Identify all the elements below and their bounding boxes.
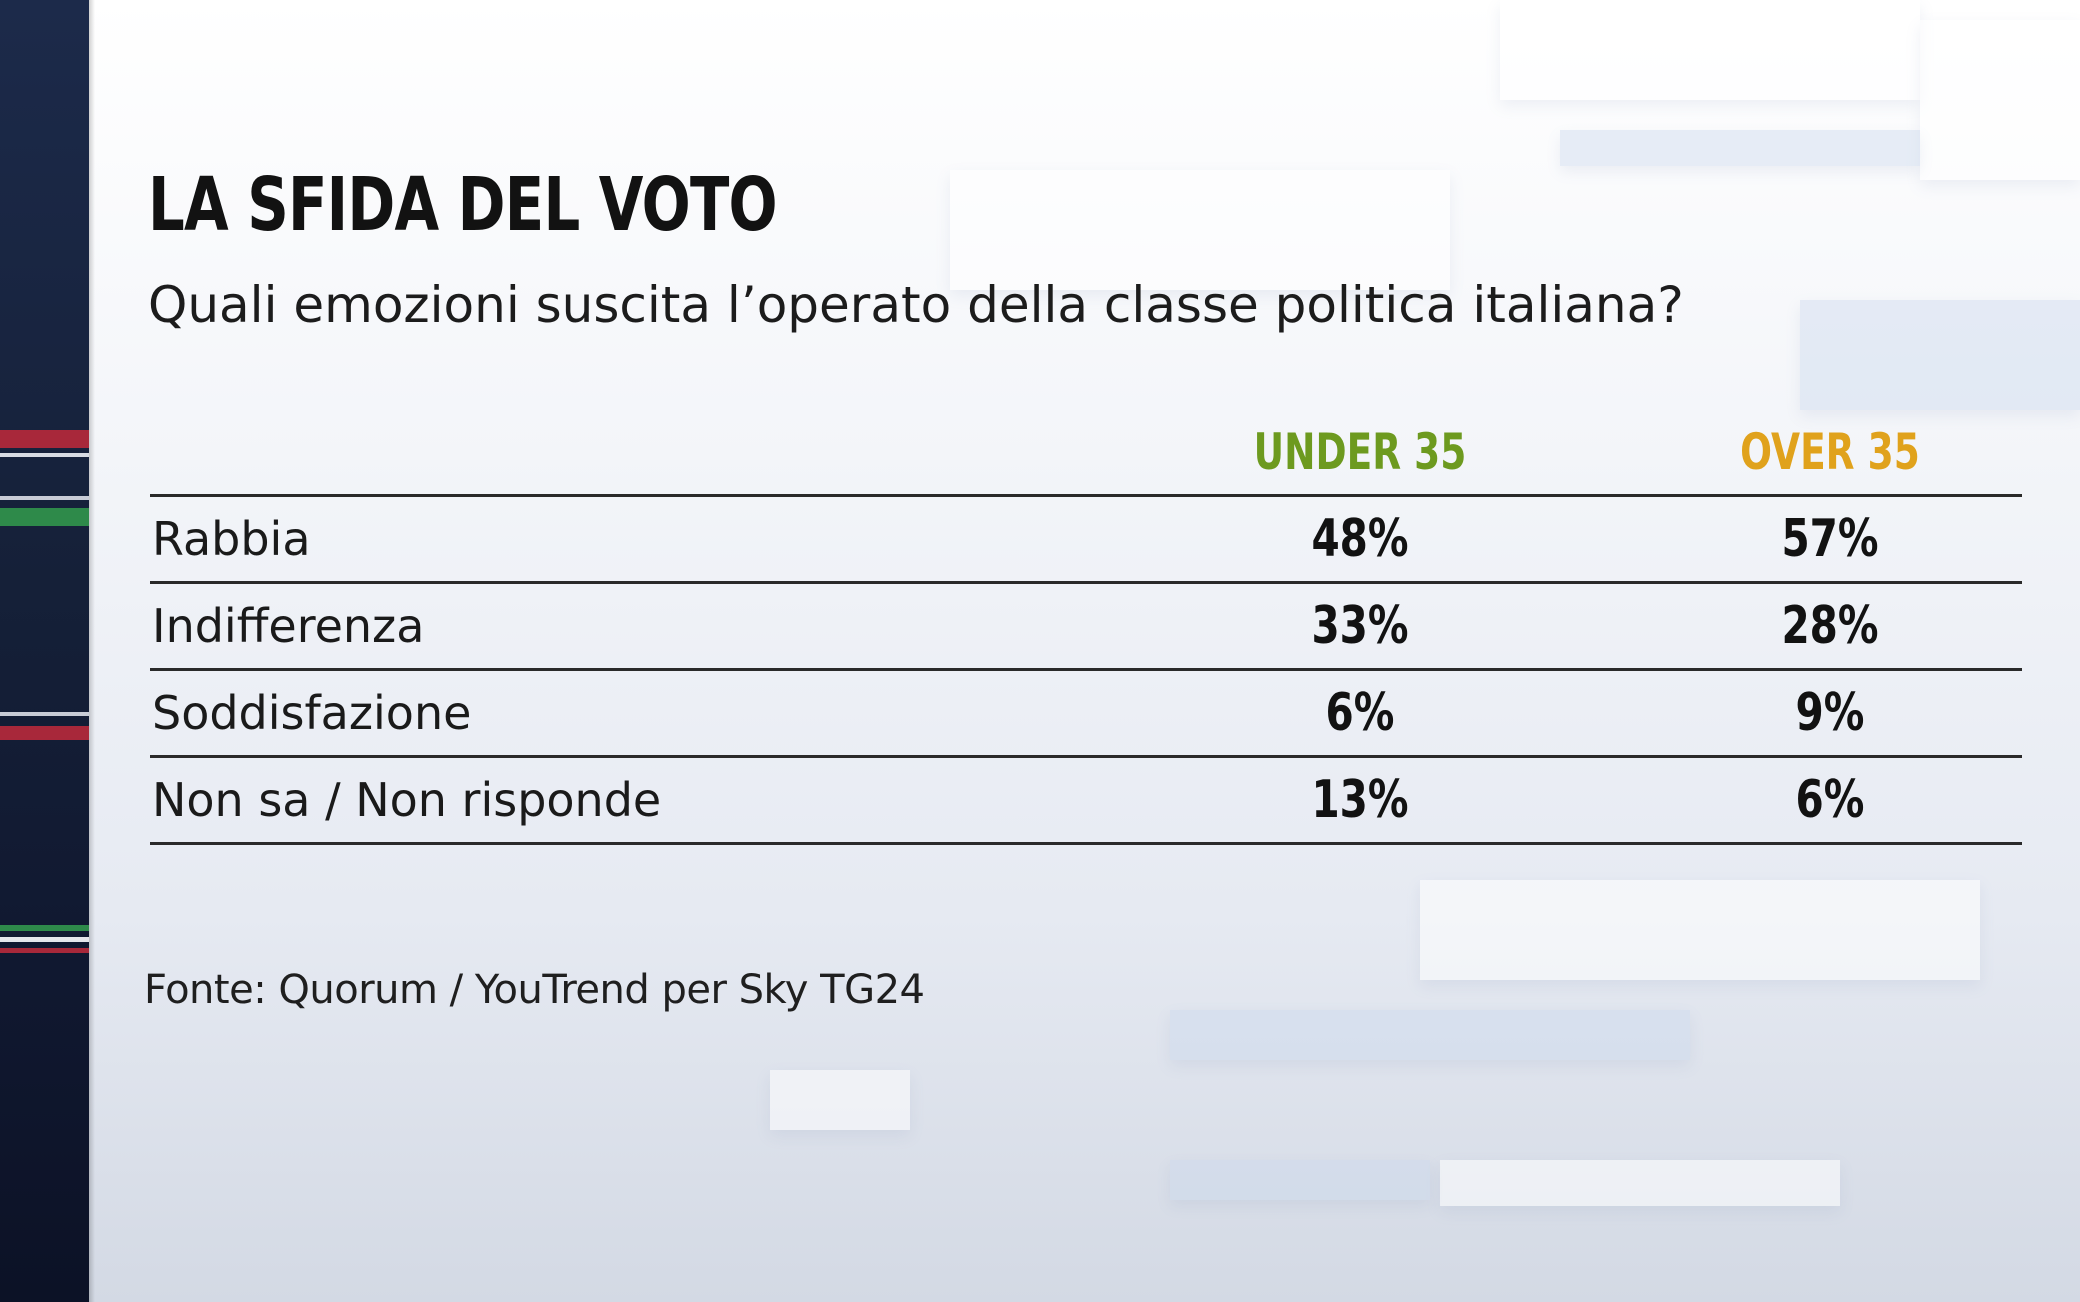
table-row: Soddisfazione 6% 9%: [150, 671, 2022, 758]
value-over-35: 9%: [1795, 683, 1865, 743]
bg-panel-7: [1170, 1010, 1690, 1060]
row-label: Non sa / Non risponde: [152, 773, 662, 827]
bg-panel-5: [1800, 300, 2080, 410]
table-row: Indifferenza 33% 28%: [150, 584, 2022, 671]
column-header-over-35: OVER 35: [1740, 423, 1920, 481]
stripe-red-3: [0, 948, 89, 953]
row-label: Rabbia: [152, 512, 311, 566]
value-over-35: 6%: [1795, 770, 1865, 830]
page-title: LA SFIDA DEL VOTO: [148, 162, 778, 248]
page-subtitle: Quali emozioni suscita l’operato della c…: [148, 276, 1684, 334]
table-body: Rabbia 48% 57% Indifferenza 33% 28% Sodd…: [150, 494, 2022, 845]
table-row: Rabbia 48% 57%: [150, 497, 2022, 584]
source-note: Fonte: Quorum / YouTrend per Sky TG24: [144, 967, 925, 1013]
bg-panel-6: [1420, 880, 1980, 980]
value-under-35: 33%: [1311, 596, 1409, 656]
stripe-white-1: [0, 453, 89, 457]
stripe-green-1: [0, 508, 89, 526]
stripe-white-4: [0, 937, 89, 942]
bg-panel-9: [1170, 1160, 1430, 1200]
graphic-content: LA SFIDA DEL VOTO Quali emozioni suscita…: [144, 0, 2028, 1302]
stripe-red-2: [0, 726, 89, 740]
left-decorative-strip: [0, 0, 89, 1302]
stripe-white-2: [0, 496, 89, 500]
row-label: Indifferenza: [152, 599, 425, 653]
bg-panel-10: [770, 1070, 910, 1130]
value-over-35: 57%: [1781, 509, 1879, 569]
bg-panel-1: [1500, 0, 1920, 100]
stripe-red-1: [0, 430, 89, 448]
bg-panel-3: [1560, 130, 1920, 166]
stripe-green-2: [0, 925, 89, 931]
table-row: Non sa / Non risponde 13% 6%: [150, 758, 2022, 845]
column-header-under-35: UNDER 35: [1253, 423, 1467, 481]
value-over-35: 28%: [1781, 596, 1879, 656]
bg-panel-4: [950, 170, 1450, 290]
bg-panel-2: [1920, 20, 2080, 180]
value-under-35: 13%: [1311, 770, 1409, 830]
bg-panel-8: [1440, 1160, 1840, 1206]
stripe-white-3: [0, 712, 89, 716]
value-under-35: 48%: [1311, 509, 1409, 569]
strip-shadow: [89, 0, 95, 1302]
value-under-35: 6%: [1325, 683, 1395, 743]
row-label: Soddisfazione: [152, 686, 472, 740]
